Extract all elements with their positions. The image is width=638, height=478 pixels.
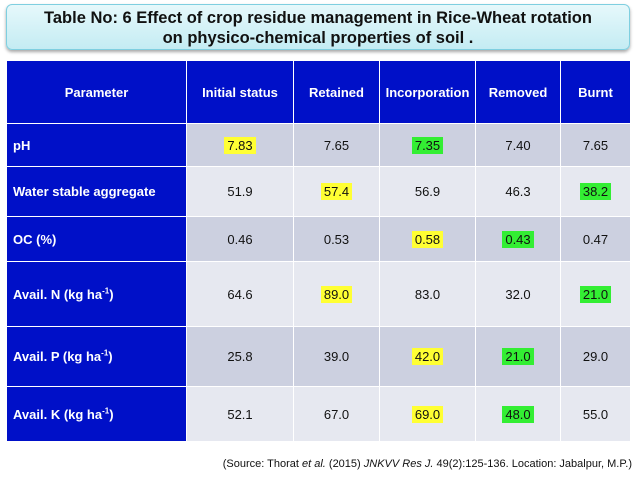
table-cell: 0.46 bbox=[186, 216, 294, 262]
table-cell: 7.83 bbox=[186, 123, 294, 167]
row-label-close: ) bbox=[108, 349, 113, 364]
table-row-water-stable-aggregate: Water stable aggregate 51.9 57.4 56.9 46… bbox=[6, 166, 631, 217]
table-cell: 21.0 bbox=[560, 261, 631, 327]
table-cell: 32.0 bbox=[475, 261, 561, 327]
table-cell: 69.0 bbox=[379, 386, 476, 442]
row-label: Avail. K (kg ha-1) bbox=[6, 386, 187, 442]
table-cell: 51.9 bbox=[186, 166, 294, 217]
highlighted-value: 21.0 bbox=[502, 348, 534, 365]
highlighted-value: 48.0 bbox=[502, 405, 534, 423]
table-cell: 29.0 bbox=[560, 326, 631, 387]
table-cell: 7.40 bbox=[475, 123, 561, 167]
row-label-text: Avail. P (kg ha bbox=[13, 349, 102, 364]
row-label-sup: -1 bbox=[101, 348, 109, 358]
table-cell: 0.47 bbox=[560, 216, 631, 262]
table-row-avail-p: Avail. P (kg ha-1) 25.8 39.0 42.0 21.0 2… bbox=[6, 326, 631, 387]
table-cell: 7.65 bbox=[560, 123, 631, 167]
table-row-oc: OC (%) 0.46 0.53 0.58 0.43 0.47 bbox=[6, 216, 631, 262]
source-et-al: et al. bbox=[301, 458, 326, 470]
table-cell: 0.58 bbox=[379, 216, 476, 262]
row-label: OC (%) bbox=[6, 216, 187, 262]
header-parameter: Parameter bbox=[6, 60, 187, 124]
row-label-text: Avail. N (kg ha bbox=[13, 286, 103, 302]
header-burnt: Burnt bbox=[560, 60, 631, 124]
row-label: Avail. P (kg ha-1) bbox=[6, 326, 187, 387]
highlighted-value: 57.4 bbox=[320, 183, 353, 200]
title-line-1: Table No: 6 Effect of crop residue manag… bbox=[44, 9, 592, 27]
table-cell: 38.2 bbox=[560, 166, 631, 217]
table-title: Table No: 6 Effect of crop residue manag… bbox=[6, 4, 630, 50]
table-cell: 57.4 bbox=[293, 166, 380, 217]
table-cell: 0.43 bbox=[475, 216, 561, 262]
row-label-close: ) bbox=[109, 406, 114, 422]
highlighted-value: 7.35 bbox=[411, 136, 444, 154]
highlighted-value: 0.43 bbox=[502, 230, 534, 248]
table-cell: 64.6 bbox=[186, 261, 294, 327]
table-cell: 55.0 bbox=[560, 386, 631, 442]
table-cell: 25.8 bbox=[186, 326, 294, 387]
row-label: Water stable aggregate bbox=[6, 166, 187, 217]
highlighted-value: 0.58 bbox=[411, 230, 444, 248]
table-row-avail-n: Avail. N (kg ha-1) 64.6 89.0 83.0 32.0 2… bbox=[6, 261, 631, 327]
table-cell: 48.0 bbox=[475, 386, 561, 442]
source-year: (2015) bbox=[325, 458, 364, 470]
table-header-row: Parameter Initial status Retained Incorp… bbox=[6, 60, 631, 124]
row-label-sup: -1 bbox=[102, 406, 110, 416]
table-cell: 0.53 bbox=[293, 216, 380, 262]
source-citation: (Source: Thorat et al. (2015) JNKVV Res … bbox=[0, 458, 632, 470]
highlighted-value: 69.0 bbox=[411, 405, 444, 423]
highlighted-value: 89.0 bbox=[320, 285, 353, 303]
source-prefix: (Source: Thorat bbox=[222, 458, 302, 470]
highlighted-value: 7.83 bbox=[224, 136, 256, 154]
table-cell: 89.0 bbox=[293, 261, 380, 327]
table-cell: 83.0 bbox=[379, 261, 476, 327]
table-cell: 67.0 bbox=[293, 386, 380, 442]
row-label: Avail. N (kg ha-1) bbox=[6, 261, 187, 327]
highlighted-value: 21.0 bbox=[579, 285, 612, 303]
source-details: 49(2):125-136. Location: Jabalpur, M.P.) bbox=[433, 458, 633, 470]
row-label-close: ) bbox=[109, 286, 114, 302]
table-row-ph: pH 7.83 7.65 7.35 7.40 7.65 bbox=[6, 123, 631, 167]
table-cell: 7.65 bbox=[293, 123, 380, 167]
soil-properties-table: Parameter Initial status Retained Incorp… bbox=[6, 60, 631, 442]
table-cell: 21.0 bbox=[475, 326, 561, 387]
table-cell: 52.1 bbox=[186, 386, 294, 442]
table-cell: 46.3 bbox=[475, 166, 561, 217]
row-label-sup: -1 bbox=[102, 286, 110, 296]
table-row-avail-k: Avail. K (kg ha-1) 52.1 67.0 69.0 48.0 5… bbox=[6, 386, 631, 442]
row-label-text: Avail. K (kg ha bbox=[13, 406, 103, 422]
header-incorporation: Incorporation bbox=[379, 60, 476, 124]
header-initial-status: Initial status bbox=[186, 60, 294, 124]
table-cell: 7.35 bbox=[379, 123, 476, 167]
source-journal: JNKVV Res J. bbox=[363, 458, 434, 470]
table-cell: 42.0 bbox=[379, 326, 476, 387]
header-retained: Retained bbox=[293, 60, 380, 124]
highlighted-value: 38.2 bbox=[579, 183, 612, 200]
table-cell: 39.0 bbox=[293, 326, 380, 387]
row-label: pH bbox=[6, 123, 187, 167]
title-line-2: on physico-chemical properties of soil . bbox=[162, 29, 474, 47]
table-cell: 56.9 bbox=[379, 166, 476, 217]
highlighted-value: 42.0 bbox=[411, 348, 444, 365]
header-removed: Removed bbox=[475, 60, 561, 124]
